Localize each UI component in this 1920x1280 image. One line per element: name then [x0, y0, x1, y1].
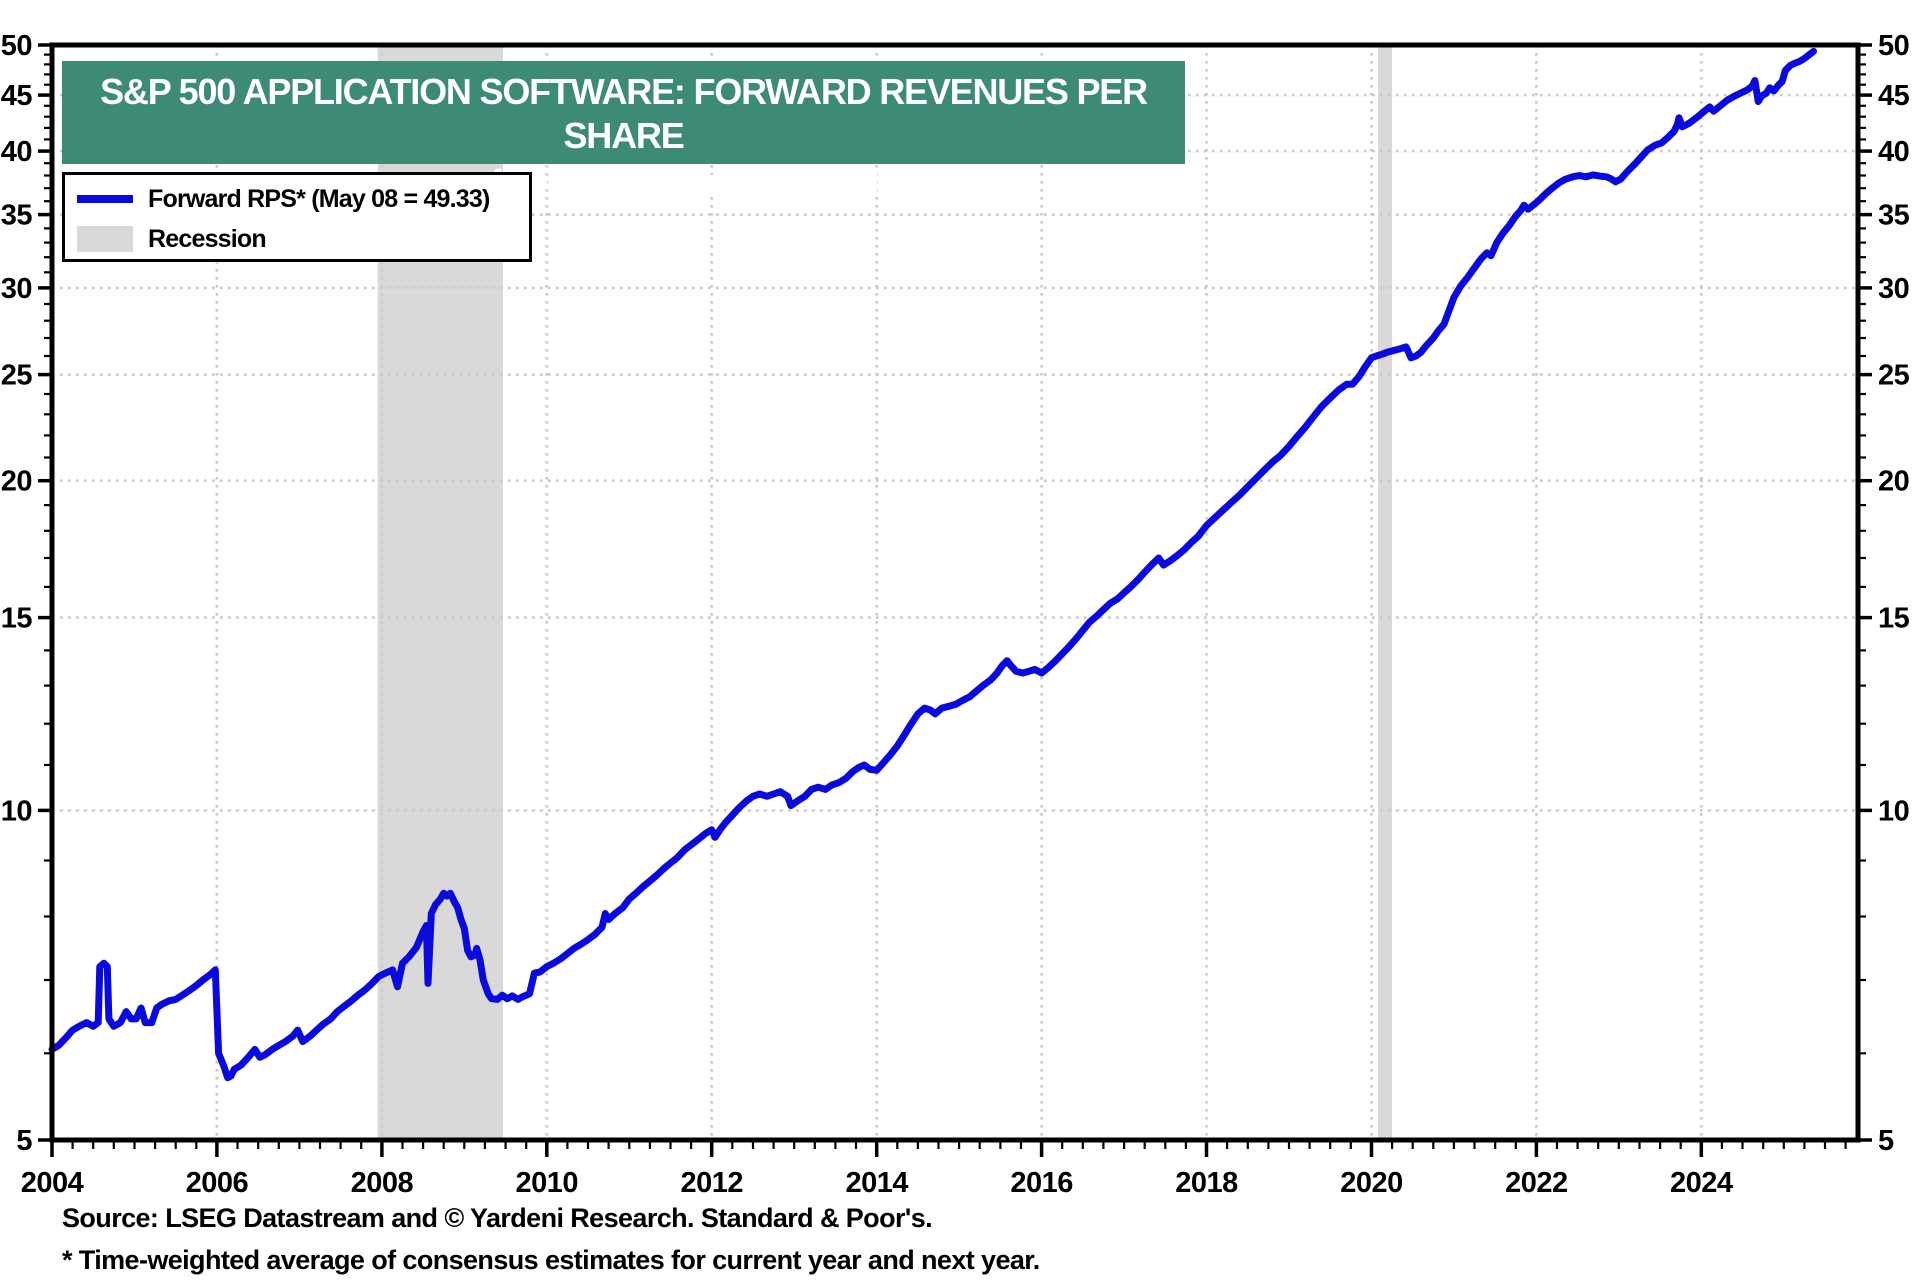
x-axis-label: 2022 [1505, 1167, 1568, 1199]
footnote-text: * Time-weighted average of consensus est… [62, 1245, 1040, 1275]
plot-border [49, 42, 1861, 1143]
y-axis-label-right: 50 [1878, 30, 1909, 62]
legend-row-recession: Recession [77, 219, 529, 259]
x-axis-label: 2008 [351, 1167, 414, 1199]
y-axis-label-right: 10 [1878, 795, 1909, 827]
y-axis-label-left: 45 [1, 80, 33, 112]
legend-row-forward-rps: Forward RPS* (May 08 = 49.33) [77, 179, 529, 219]
y-axis-label-right: 25 [1878, 360, 1910, 392]
y-axis-label-left: 25 [1, 360, 33, 392]
x-axis-label: 2016 [1010, 1167, 1073, 1199]
x-axis-label: 2004 [21, 1167, 84, 1199]
legend-recession-swatch [77, 226, 133, 252]
x-axis-label: 2014 [845, 1167, 908, 1199]
legend-line-swatch [77, 195, 133, 203]
recession-band [1378, 45, 1392, 1140]
x-axis-label: 2010 [516, 1167, 579, 1199]
y-axis-label-right: 30 [1878, 273, 1909, 305]
chart-title: S&P 500 APPLICATION SOFTWARE: FORWARD RE… [100, 71, 1148, 156]
x-axis-label: 2024 [1670, 1167, 1733, 1199]
legend-series-label: Forward RPS* (May 08 = 49.33) [148, 184, 490, 213]
y-axis-label-left: 30 [1, 273, 32, 305]
y-axis-label-left: 50 [1, 30, 32, 62]
legend-recession-label: Recession [148, 224, 267, 253]
y-axis-label-right: 5 [1878, 1125, 1894, 1157]
chart-title-banner: S&P 500 APPLICATION SOFTWARE: FORWARD RE… [62, 61, 1185, 199]
y-axis-label-right: 40 [1878, 136, 1909, 168]
source-text: Source: LSEG Datastream and © Yardeni Re… [62, 1203, 933, 1233]
y-axis-label-left: 10 [1, 795, 32, 827]
y-axis-label-left: 15 [1, 603, 33, 635]
x-axis-label: 2012 [680, 1167, 743, 1199]
x-axis-label: 2006 [186, 1167, 249, 1199]
x-axis-label: 2020 [1340, 1167, 1403, 1199]
y-axis-label-left: 35 [1, 200, 33, 232]
y-axis-label-left: 40 [1, 136, 32, 168]
y-axis-label-left: 5 [16, 1125, 32, 1157]
chart-legend: Forward RPS* (May 08 = 49.33) Recession [62, 172, 532, 262]
y-axis-label-right: 45 [1878, 80, 1910, 112]
y-axis-label-right: 15 [1878, 603, 1910, 635]
y-axis-label-left: 20 [1, 466, 32, 498]
y-axis-label-right: 20 [1878, 466, 1909, 498]
y-axis-label-right: 35 [1878, 200, 1910, 232]
x-axis-label: 2018 [1175, 1167, 1238, 1199]
forward-rps-line [48, 47, 1817, 1082]
